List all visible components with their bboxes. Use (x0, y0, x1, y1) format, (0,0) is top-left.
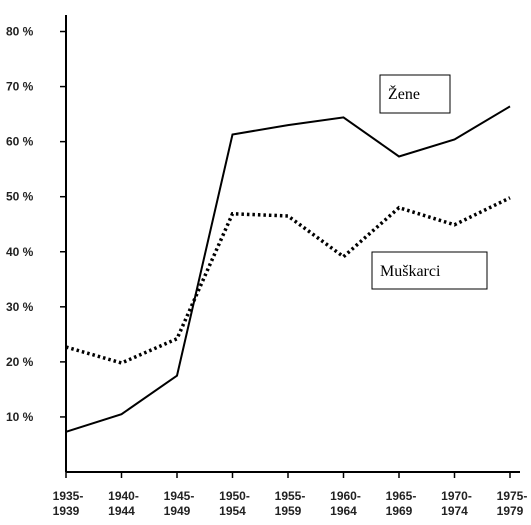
y-tick-label: 40 % (6, 245, 34, 259)
y-tick-label: 70 % (6, 80, 34, 94)
x-tick-label: 1970-1974 (441, 489, 472, 518)
x-tick-label: 1935-1939 (53, 489, 84, 518)
series-line (65, 196, 511, 365)
x-tick-label: 1955-1959 (275, 489, 306, 518)
y-tick-label: 60 % (6, 135, 34, 149)
x-tick-label: 1960-1964 (330, 489, 361, 518)
y-tick-label: 10 % (6, 410, 34, 424)
y-tick-label: 50 % (6, 190, 34, 204)
legend-box (379, 74, 451, 114)
series-line (65, 105, 511, 433)
y-tick-label: 80 % (6, 25, 34, 39)
x-tick-label: 1945-1949 (164, 489, 195, 518)
y-tick-label: 20 % (6, 355, 34, 369)
legend-label: Muškarci (380, 263, 441, 280)
x-tick-label: 1950-1954 (219, 489, 250, 518)
y-tick-label: 30 % (6, 300, 34, 314)
x-tick-label: 1965-1969 (386, 489, 417, 518)
x-tick-label: 1940-1944 (108, 489, 139, 518)
legend-box (371, 251, 488, 290)
x-tick-label: 1975-1979 (497, 489, 528, 518)
legend-label: Žene (388, 84, 420, 103)
